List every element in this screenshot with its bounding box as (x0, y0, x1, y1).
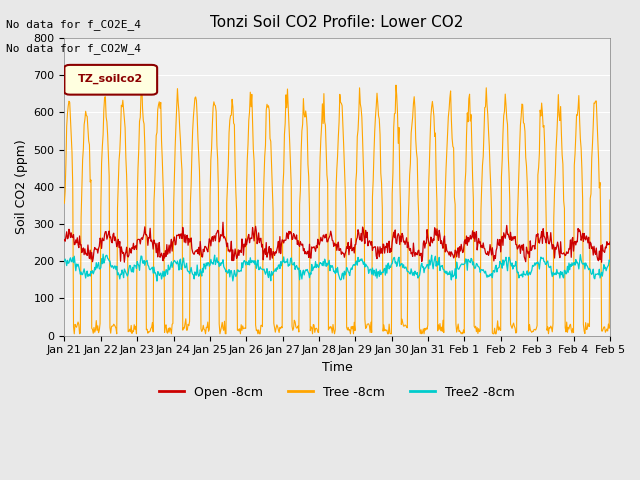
Y-axis label: Soil CO2 (ppm): Soil CO2 (ppm) (15, 140, 28, 234)
Title: Tonzi Soil CO2 Profile: Lower CO2: Tonzi Soil CO2 Profile: Lower CO2 (211, 15, 464, 30)
Text: No data for f_CO2W_4: No data for f_CO2W_4 (6, 43, 141, 54)
X-axis label: Time: Time (322, 361, 353, 374)
Text: No data for f_CO2E_4: No data for f_CO2E_4 (6, 19, 141, 30)
FancyBboxPatch shape (65, 65, 157, 95)
Legend: Open -8cm, Tree -8cm, Tree2 -8cm: Open -8cm, Tree -8cm, Tree2 -8cm (154, 381, 520, 404)
Text: TZ_soilco2: TZ_soilco2 (78, 74, 143, 84)
